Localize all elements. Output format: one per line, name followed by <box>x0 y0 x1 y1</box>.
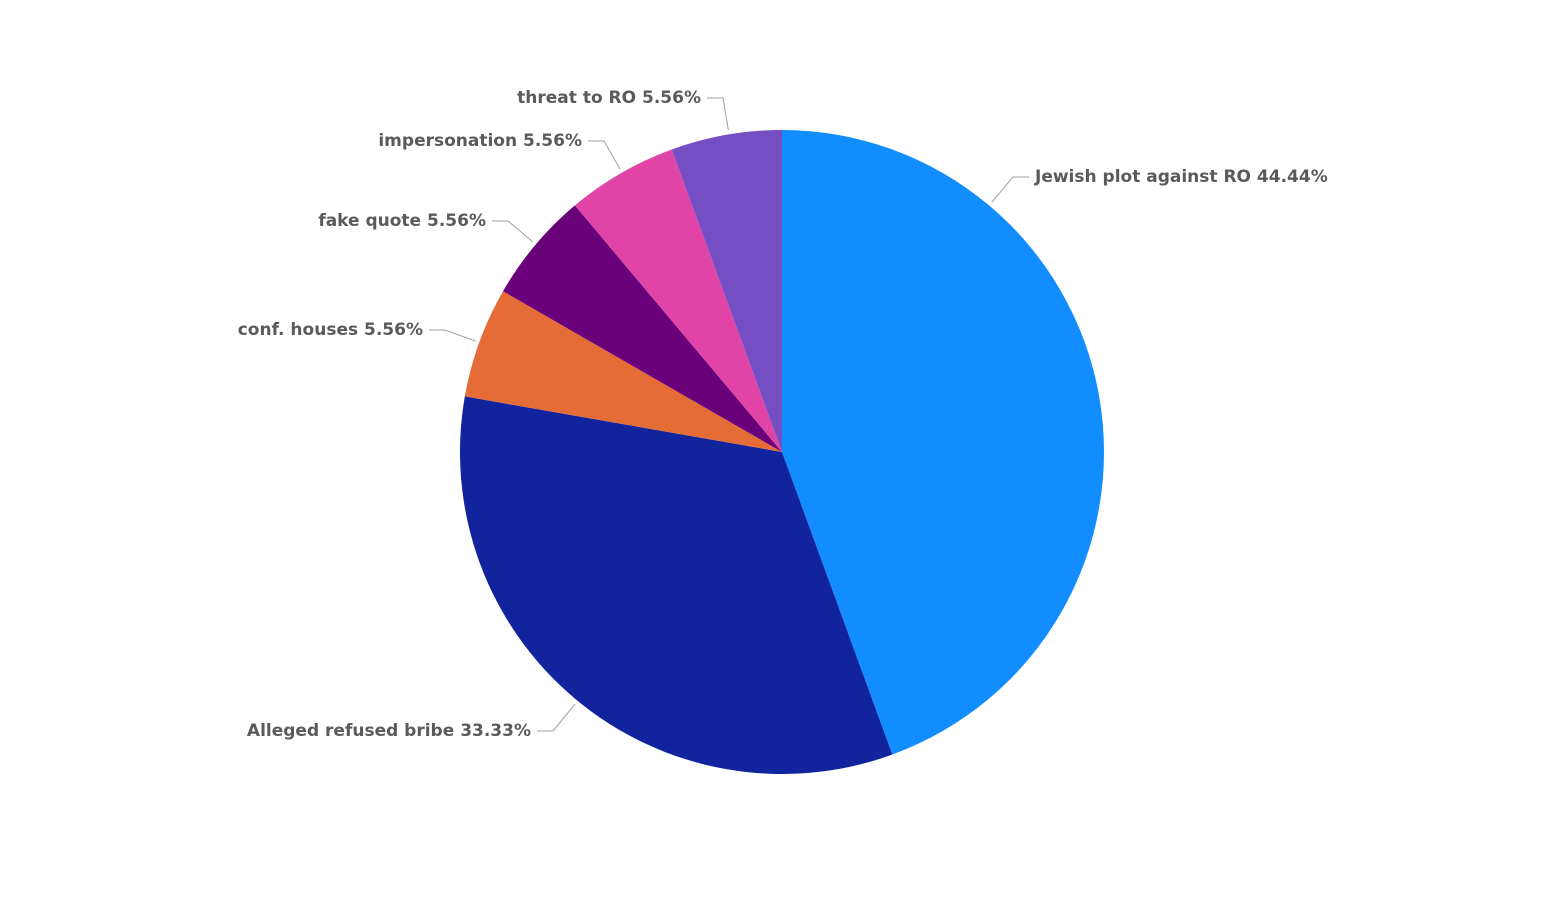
category-label: Jewish plot against RO <box>1034 167 1251 187</box>
value-label: 33.33% <box>460 721 531 741</box>
value-label: 5.56% <box>364 320 423 340</box>
value-label: 5.56% <box>523 131 582 151</box>
pie-slice <box>460 396 893 774</box>
value-label: 5.56% <box>427 211 486 231</box>
category-label: impersonation <box>378 131 517 151</box>
value-label: 5.56% <box>642 88 701 108</box>
data-label: fake quote 5.56% <box>318 211 486 231</box>
leader-line <box>588 140 621 170</box>
data-label: Jewish plot against RO 44.44% <box>1034 167 1328 187</box>
data-label: conf. houses 5.56% <box>238 320 423 340</box>
leader-line <box>537 703 576 732</box>
value-label: 44.44% <box>1257 167 1328 187</box>
pie-slice <box>503 205 782 452</box>
leader-line <box>707 97 729 131</box>
leader-line <box>429 329 476 342</box>
pie-slice <box>464 291 782 452</box>
data-label: Alleged refused bribe 33.33% <box>247 721 531 741</box>
pie-slice <box>782 130 1104 755</box>
leader-line <box>991 176 1029 203</box>
category-label: Alleged refused bribe <box>247 721 454 741</box>
leader-line <box>492 220 534 243</box>
category-label: conf. houses <box>238 320 358 340</box>
pie-slice <box>574 149 782 452</box>
pie-slice <box>671 130 782 452</box>
category-label: threat to RO <box>517 88 636 108</box>
category-label: fake quote <box>318 211 421 231</box>
data-label: threat to RO 5.56% <box>517 88 701 108</box>
data-label: impersonation 5.56% <box>378 131 582 151</box>
